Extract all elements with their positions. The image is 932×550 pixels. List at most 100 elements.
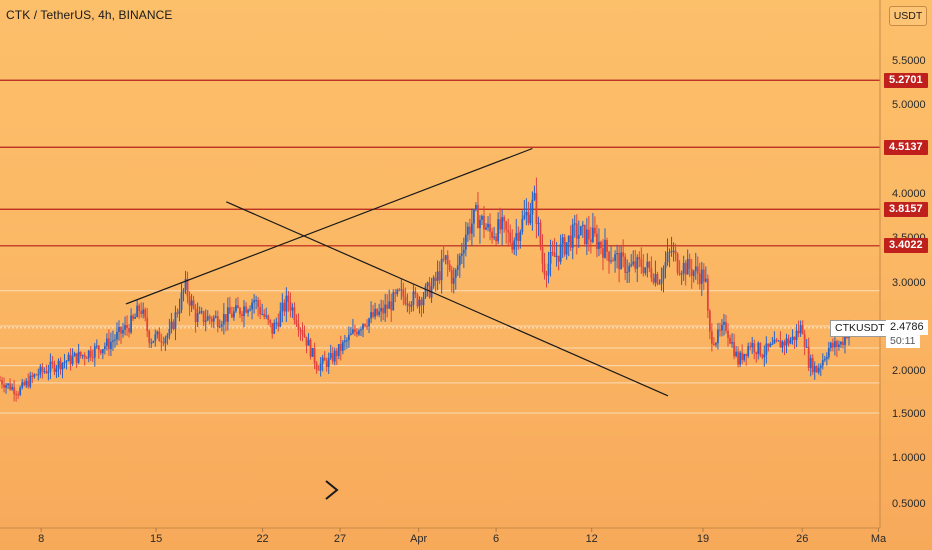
candle-body (226, 307, 229, 322)
candle-body (444, 255, 447, 260)
candle-body (715, 343, 717, 345)
candle-body (483, 215, 485, 230)
candle-body (775, 339, 778, 341)
candle-body (819, 365, 822, 368)
candle-body (297, 324, 300, 330)
candle-body (134, 316, 137, 319)
symbol-title: CTK / TetherUS, 4h, BINANCE (6, 8, 173, 22)
candle-body (799, 325, 802, 334)
candle-body (118, 326, 120, 332)
candle-body (79, 351, 82, 356)
candle-body (273, 322, 276, 334)
candle-body (503, 217, 506, 222)
candle-body (212, 317, 215, 322)
currency-badge[interactable]: USDT (889, 6, 927, 26)
candle-body (749, 346, 752, 348)
candle-body (303, 334, 306, 337)
candle-body (511, 242, 514, 250)
candle-body (674, 250, 677, 254)
candle-body (11, 387, 13, 390)
candles (0, 177, 850, 402)
candle-body (815, 365, 818, 373)
candle-body (136, 305, 139, 317)
candle-body (481, 215, 483, 220)
candle-body (329, 353, 332, 358)
candle-body (255, 300, 258, 302)
candle-body (616, 252, 618, 255)
candle-body (468, 226, 471, 234)
candle-body (529, 214, 532, 224)
candle-body (69, 354, 72, 364)
candle-body (45, 371, 48, 373)
last-price-value: 2.4786 (886, 320, 928, 335)
candle-body (646, 261, 649, 268)
candle-body (224, 314, 227, 322)
candle-body (452, 277, 455, 284)
candle-body (110, 341, 112, 350)
candle-body (366, 325, 368, 327)
time-tick-label: 19 (697, 533, 709, 545)
candle-body (295, 320, 298, 325)
candle-body (37, 374, 40, 376)
candle-body (489, 223, 491, 232)
time-tick-label: 8 (38, 533, 44, 545)
candle-body (321, 357, 324, 364)
candle-body (640, 259, 643, 267)
candle-body (196, 313, 199, 322)
last-price-symbol: CTKUSDT (830, 320, 890, 337)
candle-body (259, 307, 262, 315)
candle-body (289, 301, 292, 311)
candle-body (596, 233, 598, 249)
candle-body (618, 252, 621, 270)
candle-body (249, 309, 251, 311)
candle-body (626, 271, 629, 273)
candle-body (539, 222, 542, 247)
candle-body (521, 218, 524, 232)
candle-body (186, 278, 189, 297)
candle-body (315, 363, 318, 370)
candle-body (706, 278, 709, 311)
candle-body (581, 224, 584, 227)
scroll-to-latest-button[interactable] (320, 478, 344, 502)
candle-body (644, 267, 647, 274)
candle-body (253, 300, 255, 303)
chevron-right-icon (325, 480, 339, 500)
candle-body (719, 329, 721, 331)
candle-body (392, 292, 395, 311)
candle-body (33, 374, 36, 377)
price-axis[interactable]: 0.50001.00001.50002.00002.50003.00003.50… (892, 55, 926, 510)
candle-body (561, 237, 564, 245)
candle-body (384, 304, 387, 314)
time-axis[interactable]: 8 15 22 27 Apr 6 12 19 26 Ma (38, 528, 887, 545)
candle-body (156, 331, 159, 335)
candle-body (5, 385, 7, 388)
candle-body (781, 341, 784, 348)
candle-body (493, 236, 495, 238)
candle-body (466, 226, 469, 235)
candle-body (279, 311, 282, 327)
candle-body (408, 303, 411, 307)
candle-body (192, 300, 195, 309)
candle-body (622, 252, 625, 257)
candle-body (428, 282, 431, 298)
candle-body (67, 354, 70, 362)
candle-body (233, 311, 235, 318)
candle-body (769, 343, 772, 347)
candle-body (454, 269, 457, 278)
candle-body (642, 266, 645, 274)
candle-body (731, 341, 733, 344)
candle-body (172, 321, 175, 330)
candle-body (420, 299, 423, 306)
candle-body (400, 289, 403, 291)
candle-body (735, 351, 737, 357)
trendlines[interactable] (125, 147, 669, 397)
candle-body (813, 365, 816, 373)
candle-body (99, 350, 102, 354)
candle-body (204, 320, 207, 323)
candle-body (188, 296, 191, 306)
candle-body (650, 268, 653, 278)
candle-body (487, 223, 489, 228)
candle-body (251, 302, 253, 310)
